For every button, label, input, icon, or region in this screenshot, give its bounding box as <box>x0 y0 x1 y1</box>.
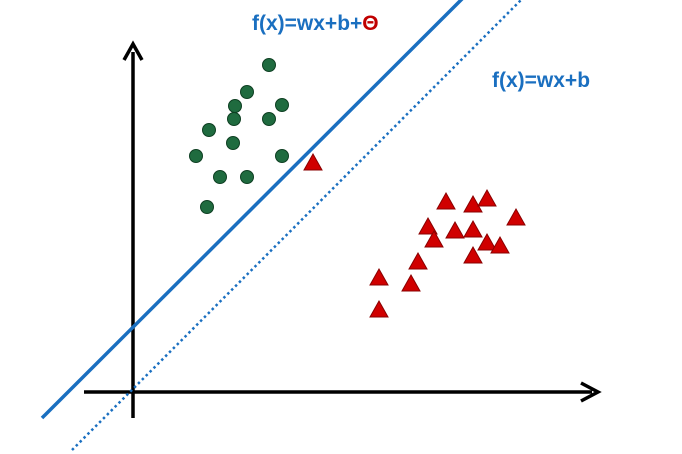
green-circle-marker <box>275 98 289 112</box>
green-circle-marker <box>227 112 241 126</box>
green-circle-marker <box>240 170 254 184</box>
red-triangle-marker <box>445 220 465 239</box>
shifted-decision-line <box>40 0 464 420</box>
green-circle-marker <box>200 200 214 214</box>
red-triangle-points <box>303 152 526 318</box>
green-circle-points <box>189 58 289 214</box>
green-circle-marker <box>262 58 276 72</box>
red-triangle-marker <box>369 299 389 318</box>
green-circle-marker <box>189 149 203 163</box>
red-triangle-marker <box>463 219 483 238</box>
x-axis-arrowhead <box>580 381 602 403</box>
axes <box>84 40 602 418</box>
red-triangle-marker <box>463 194 483 213</box>
red-triangle-marker <box>490 235 510 254</box>
green-circle-marker <box>226 136 240 150</box>
red-triangle-marker <box>401 273 421 292</box>
shifted-line-label-text: f(x)=wx+b+ <box>252 12 362 35</box>
red-triangle-marker <box>369 267 389 286</box>
red-triangle-marker <box>424 229 444 248</box>
green-circle-marker <box>275 149 289 163</box>
red-triangle-marker <box>477 232 497 251</box>
green-circle-marker <box>202 123 216 137</box>
red-triangle-marker <box>463 245 483 264</box>
red-triangle-marker <box>506 207 526 226</box>
red-triangle-marker <box>303 152 323 171</box>
base-line-label: f(x)=wx+b <box>492 69 590 92</box>
green-circle-marker <box>262 112 276 126</box>
theta-symbol: Θ <box>362 12 378 35</box>
shifted-line-label: f(x)=wx+b+Θ <box>252 12 379 35</box>
base-decision-line <box>71 0 523 451</box>
green-circle-marker <box>228 99 242 113</box>
red-triangle-marker <box>408 251 428 270</box>
green-circle-marker <box>240 85 254 99</box>
green-circle-marker <box>213 170 227 184</box>
red-triangle-marker <box>436 191 456 210</box>
y-axis-arrowhead <box>122 40 144 61</box>
red-triangle-marker <box>477 188 497 207</box>
red-triangle-marker <box>418 216 438 235</box>
